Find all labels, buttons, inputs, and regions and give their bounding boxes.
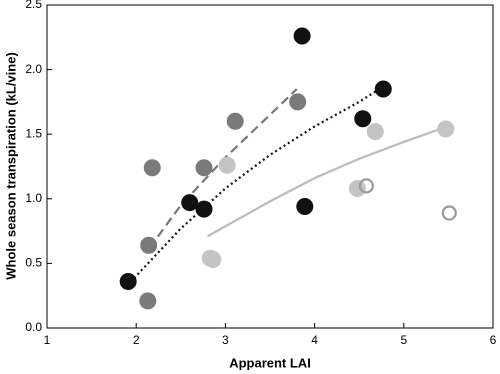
data-point (143, 159, 161, 177)
data-point (358, 178, 374, 194)
data-point (441, 205, 457, 221)
fit-curve (207, 126, 445, 238)
data-point (289, 93, 307, 111)
data-point (348, 179, 366, 197)
data-point (119, 272, 137, 290)
x-axis-title: Apparent LAI (229, 355, 311, 370)
x-tick-label: 4 (311, 333, 318, 347)
data-point (204, 251, 222, 269)
data-point (139, 292, 157, 310)
y-tick-label: 0.0 (25, 320, 42, 334)
data-point (293, 27, 311, 45)
data-point (195, 200, 213, 218)
x-tick-label: 6 (490, 333, 497, 347)
y-tick-label: 2.5 (25, 0, 42, 11)
y-tick-label: 1.5 (25, 126, 42, 140)
y-tick-label: 1.0 (25, 191, 42, 205)
data-point (354, 110, 372, 128)
data-point (374, 80, 392, 98)
plot-frame (46, 4, 494, 329)
data-point (140, 236, 158, 254)
y-tick-label: 0.5 (25, 256, 42, 270)
fit-curve (126, 86, 383, 287)
data-point (226, 112, 244, 130)
data-point (181, 194, 199, 212)
x-tick-label: 5 (400, 333, 407, 347)
x-tick-label: 1 (44, 333, 51, 347)
y-axis-title: Whole season transpiration (kL/vine) (3, 52, 18, 280)
data-point (437, 120, 455, 138)
x-tick-label: 3 (222, 333, 229, 347)
data-point (296, 198, 314, 216)
x-tick-label: 2 (133, 333, 140, 347)
data-point (195, 159, 213, 177)
data-point (218, 156, 236, 174)
data-point (366, 123, 384, 141)
y-tick-label: 2.0 (25, 62, 42, 76)
